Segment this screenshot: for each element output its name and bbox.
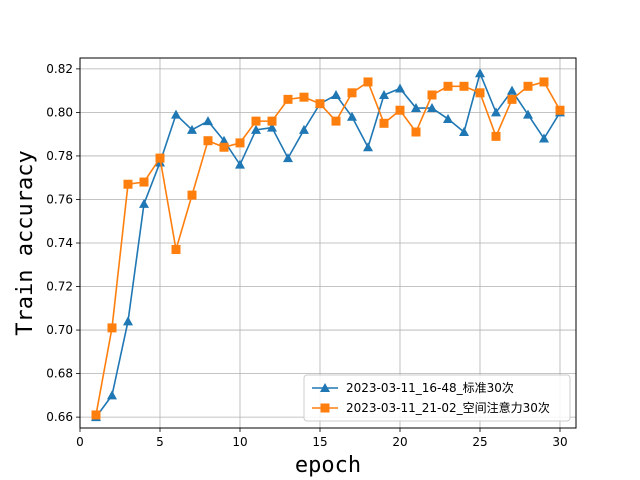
data-point <box>155 153 165 163</box>
legend-entry: 2023-03-11_16-48_标准30次 <box>312 381 514 395</box>
data-point <box>507 94 517 104</box>
data-point <box>315 99 325 109</box>
data-point <box>187 124 197 134</box>
data-point <box>347 88 357 98</box>
y-axis: 0.66 0.68 0.70 0.72 0.74 0.76 0.78 0.80 0.82 <box>46 62 80 424</box>
y-tick-label: 0.76 <box>46 192 73 206</box>
series-group <box>91 68 565 422</box>
data-point <box>411 127 421 137</box>
data-point <box>363 142 373 152</box>
x-tick-label: 20 <box>392 435 407 449</box>
data-point <box>475 88 485 98</box>
data-point <box>459 127 469 136</box>
data-point <box>331 116 341 126</box>
legend-marker <box>320 383 330 392</box>
data-point <box>331 90 341 99</box>
y-tick-label: 0.74 <box>46 236 73 250</box>
y-tick-label: 0.80 <box>46 105 73 119</box>
data-point <box>267 122 277 132</box>
x-tick-label: 15 <box>312 435 327 449</box>
series-line <box>95 80 561 416</box>
data-point <box>523 109 533 119</box>
data-point <box>539 77 549 87</box>
data-point <box>107 323 117 333</box>
data-point <box>555 105 565 115</box>
legend-marker <box>320 403 330 413</box>
series-line <box>95 70 561 418</box>
x-tick-label: 25 <box>472 435 487 449</box>
data-point <box>491 131 501 141</box>
x-tick-label: 10 <box>232 435 247 449</box>
data-point <box>171 245 181 255</box>
legend-entry: 2023-03-11_21-02_空间注意力30次 <box>312 400 550 415</box>
data-point <box>235 138 245 148</box>
data-point <box>427 90 437 100</box>
data-point <box>379 90 389 99</box>
legend-label: 2023-03-11_16-48_标准30次 <box>346 381 514 395</box>
data-point <box>251 124 261 134</box>
data-point <box>363 77 373 87</box>
data-point <box>491 107 501 117</box>
data-point <box>251 116 261 126</box>
legend: 2023-03-11_16-48_标准30次 2023-03-11_21-02_空… <box>303 374 571 422</box>
data-point <box>395 105 405 115</box>
y-tick-label: 0.82 <box>46 62 73 76</box>
data-point <box>299 92 309 102</box>
data-point <box>395 83 405 93</box>
data-point <box>459 81 469 91</box>
x-tick-label: 30 <box>552 435 567 449</box>
data-point <box>219 142 229 152</box>
data-point <box>507 85 517 95</box>
data-point <box>523 81 533 91</box>
data-point <box>123 316 133 326</box>
y-tick-label: 0.68 <box>46 367 73 381</box>
data-point <box>283 153 293 163</box>
y-axis-label: Train accuracy <box>13 150 38 335</box>
data-point <box>475 68 485 78</box>
data-point <box>347 111 357 121</box>
data-point <box>379 118 389 128</box>
x-tick-label: 0 <box>76 435 84 449</box>
data-point <box>267 116 277 126</box>
data-point <box>171 109 181 119</box>
data-point <box>235 159 245 169</box>
x-axis: 0 5 10 15 20 25 30 <box>76 428 568 449</box>
series-2 <box>91 77 565 420</box>
y-tick-label: 0.66 <box>46 410 73 424</box>
data-point <box>443 113 453 123</box>
legend-label: 2023-03-11_21-02_空间注意力30次 <box>346 400 550 415</box>
data-point <box>427 103 437 113</box>
data-point <box>203 136 213 146</box>
data-point <box>299 124 309 134</box>
data-point <box>443 81 453 91</box>
data-point <box>107 390 117 400</box>
series-1 <box>91 68 565 422</box>
data-point <box>123 179 133 189</box>
x-axis-label: epoch <box>295 453 361 478</box>
data-point <box>411 103 421 113</box>
y-tick-label: 0.78 <box>46 149 73 163</box>
data-point <box>139 177 149 187</box>
data-point <box>187 190 197 200</box>
data-point <box>91 410 101 420</box>
legend-box <box>303 374 571 422</box>
x-tick-label: 5 <box>156 435 164 449</box>
data-point <box>219 135 229 145</box>
y-tick-label: 0.70 <box>46 323 73 337</box>
y-tick-label: 0.72 <box>46 280 73 294</box>
data-point <box>139 198 149 208</box>
data-point <box>283 94 293 104</box>
data-point <box>539 133 549 143</box>
data-point <box>203 116 213 126</box>
